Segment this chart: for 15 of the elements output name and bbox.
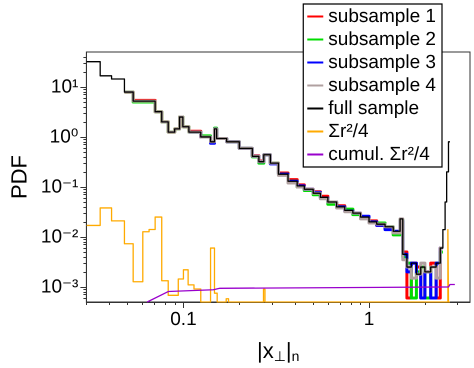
y-tick-label: 10¹ [50,76,78,98]
y-axis-title: PDF [6,155,32,199]
x-tick-label: 0.1 [170,309,197,330]
legend-label: cumul. Σr²/4 [328,144,430,165]
y-tick-label: 10⁻² [40,226,78,248]
legend-label: subsample 3 [328,52,436,73]
legend-label: full sample [328,98,420,119]
y-tick-label: 10⁻¹ [40,176,78,198]
legend-label: subsample 2 [328,29,436,50]
legend-label: subsample 1 [328,6,436,27]
legend-label: subsample 4 [328,75,436,96]
y-tick-label: 10⁻³ [40,276,78,298]
x-tick-label: 1 [364,309,374,330]
y-tick-label: 10⁰ [50,126,78,148]
legend-label: Σr²/4 [328,121,369,142]
